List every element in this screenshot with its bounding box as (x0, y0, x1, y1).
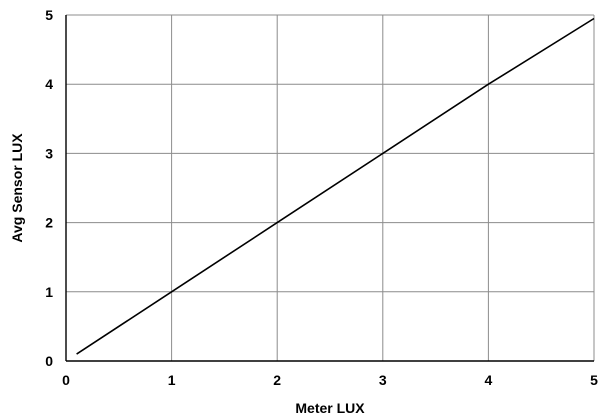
series-line (76, 17, 595, 355)
x-tick-label: 2 (273, 372, 281, 388)
axes (65, 15, 594, 362)
y-tick-label: 3 (45, 145, 53, 161)
y-tick-label: 1 (45, 284, 53, 300)
y-axis-title: Avg Sensor LUX (9, 133, 25, 243)
y-tick-label: 4 (45, 76, 53, 92)
y-tick-label: 2 (45, 215, 53, 231)
x-tick-label: 5 (590, 372, 598, 388)
grid (66, 14, 595, 361)
x-axis-title: Meter LUX (295, 400, 365, 416)
y-tick-label: 0 (45, 353, 53, 369)
series-layer (76, 17, 595, 355)
x-tick-label: 0 (62, 372, 70, 388)
x-tick-label: 1 (168, 372, 176, 388)
tick-labels: 0 1 2 3 4 5 0 1 2 3 4 5 (45, 7, 598, 388)
x-tick-label: 4 (485, 372, 493, 388)
y-tick-label: 5 (45, 7, 53, 23)
x-tick-label: 3 (379, 372, 387, 388)
